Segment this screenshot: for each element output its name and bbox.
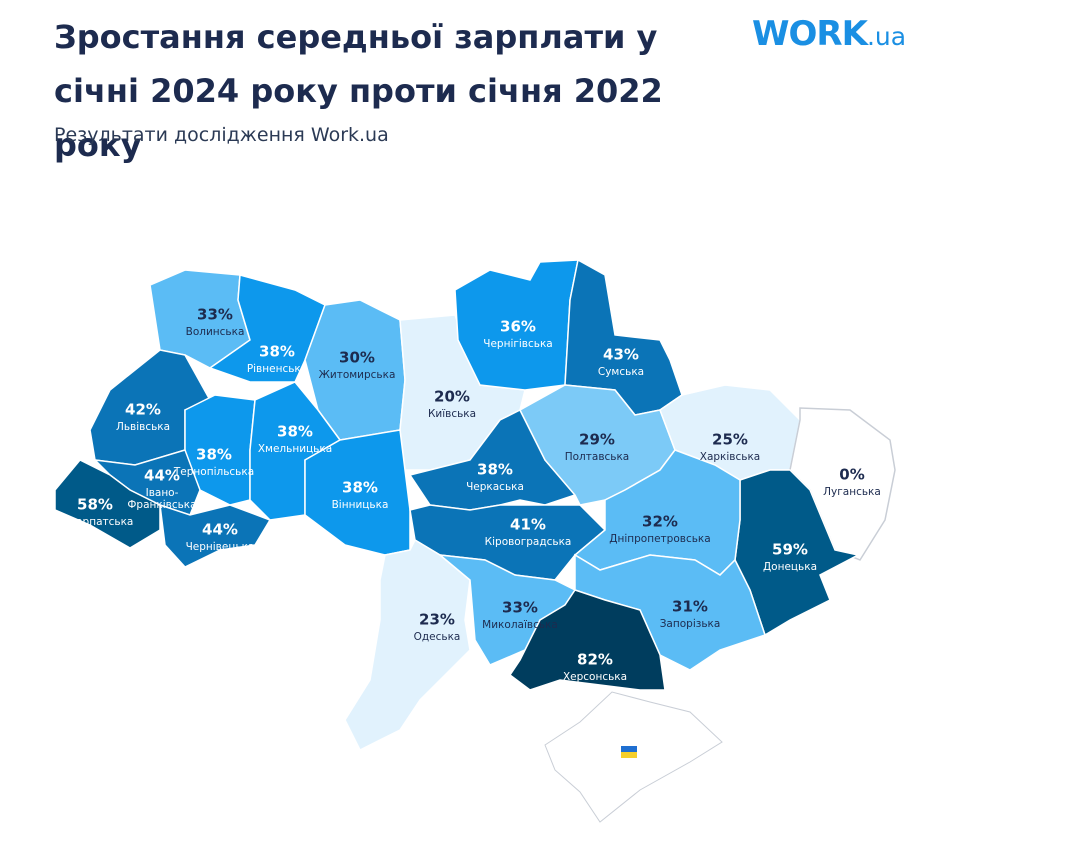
logo-suffix: .ua [866, 22, 907, 51]
title: Зростання середньої зарплати у січні 202… [54, 18, 663, 164]
region-name: Дніпропетровська [609, 533, 710, 545]
region-name: Чернівецька [186, 541, 255, 553]
region-value: 59% [772, 541, 808, 559]
region-value: 58% [77, 496, 113, 514]
region-name: Кіровоградська [485, 536, 572, 548]
region-name: Чернігівська [483, 338, 552, 350]
region-value: 0% [839, 466, 864, 484]
region [208, 274, 326, 383]
region-value: 43% [603, 346, 639, 364]
region-name: Черкаська [466, 481, 524, 493]
regions [54, 258, 896, 752]
region-value: 44% [202, 521, 238, 539]
region-value: 82% [577, 651, 613, 669]
region-value: 36% [500, 318, 536, 336]
region-value: 44% [144, 467, 180, 485]
region-value: 38% [196, 446, 232, 464]
region [344, 538, 471, 752]
region-name: Вінницька [332, 499, 389, 511]
region-value: 42% [125, 401, 161, 419]
region-value: 41% [510, 516, 546, 534]
region-name: Полтавська [565, 451, 630, 463]
region-labels: 33% Волинська 38% Рівненська 30% Житомирська 2… [57, 306, 881, 684]
region-name: Тернопільська [173, 466, 254, 478]
subtitle: Результати дослідження Work.ua [54, 124, 389, 146]
region-name: Житомирська [319, 369, 396, 381]
flag [621, 746, 637, 758]
region-name: Херсонська [563, 671, 627, 683]
region-name: Донецька [763, 561, 817, 573]
name-part: Франківська [127, 499, 196, 511]
region-value: 20% [434, 388, 470, 406]
region-name: Рівненська [247, 363, 307, 375]
region-name: Харківська [700, 451, 760, 463]
region-name: Хмельницька [258, 443, 332, 455]
region-name: Волинська [186, 326, 245, 338]
region-name: Запорізька [660, 618, 721, 630]
logo-main: WORK [752, 14, 868, 54]
region-value: 23% [419, 611, 455, 629]
region-value: 38% [477, 461, 513, 479]
region-value: 30% [339, 349, 375, 367]
region [159, 503, 272, 568]
region-value: 29% [579, 431, 615, 449]
region-name: Миколаївська [482, 619, 558, 631]
region-value: 33% [502, 599, 538, 617]
region-name: Київська [428, 408, 476, 420]
region-value: 38% [277, 423, 313, 441]
region-name: Івано-Франківська [127, 487, 196, 511]
region-name: Закарпатська [57, 516, 134, 528]
name-part: Івано- [146, 487, 179, 499]
region-name: Львівська [116, 421, 170, 433]
region-value: 33% [197, 306, 233, 324]
region-value: 25% [712, 431, 748, 449]
region-name: Одеська [414, 631, 461, 643]
region-value: 38% [342, 479, 378, 497]
region-value: 38% [259, 343, 295, 361]
region-name: Луганська [823, 486, 881, 498]
logo: WORK.ua [752, 14, 906, 54]
region-value: 32% [642, 513, 678, 531]
region-value: 31% [672, 598, 708, 616]
region-name: Сумська [598, 366, 644, 378]
region [508, 589, 666, 691]
region [54, 459, 161, 549]
